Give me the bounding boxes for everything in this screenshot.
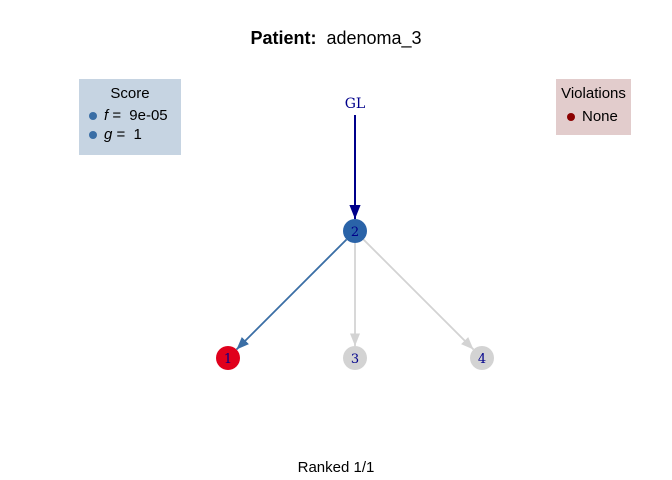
- rank-footer: Ranked 1/1: [297, 459, 375, 476]
- score-value: 9e-05: [129, 107, 168, 124]
- score-item-g: g = 1: [79, 126, 181, 143]
- node-label-4: 4: [478, 352, 486, 367]
- violations-legend: Violations None: [556, 79, 631, 135]
- score-var: f: [104, 107, 109, 124]
- violation-bullet-icon: [567, 112, 575, 121]
- score-eq: =: [112, 126, 130, 143]
- violations-heading: Violations: [561, 85, 626, 102]
- node-circle-1: [216, 346, 240, 370]
- score-eq: =: [108, 107, 126, 124]
- score-heading: Score: [110, 85, 150, 102]
- score-bullet-icon: [89, 130, 97, 139]
- score-bullet-icon: [89, 111, 97, 120]
- patient-name: adenoma_3: [326, 28, 422, 48]
- node-GL: GL: [345, 96, 365, 112]
- node-circle-4: [470, 346, 494, 370]
- node-label-3: 3: [351, 352, 359, 367]
- node-3: 3: [343, 346, 367, 370]
- node-2: 2: [343, 219, 367, 243]
- node-label-2: 2: [351, 225, 359, 240]
- node-circle-2: [343, 219, 367, 243]
- score-value: 1: [133, 126, 142, 143]
- violation-item: None: [556, 108, 631, 125]
- score-var: g: [104, 126, 113, 143]
- node-circle-3: [343, 346, 367, 370]
- page-title: Patient: adenoma_3: [0, 28, 672, 49]
- node-1: 1: [216, 346, 240, 370]
- score-legend: Score f = 9e-05 g = 1: [79, 79, 181, 155]
- violation-label: None: [582, 108, 618, 125]
- score-item-f: f = 9e-05: [79, 107, 181, 124]
- edge-2-4: [362, 238, 475, 351]
- node-label-GL: GL: [345, 96, 365, 112]
- edge-2-1: [235, 238, 348, 351]
- title-prefix: Patient:: [250, 28, 317, 48]
- node-label-1: 1: [224, 352, 232, 367]
- node-4: 4: [470, 346, 494, 370]
